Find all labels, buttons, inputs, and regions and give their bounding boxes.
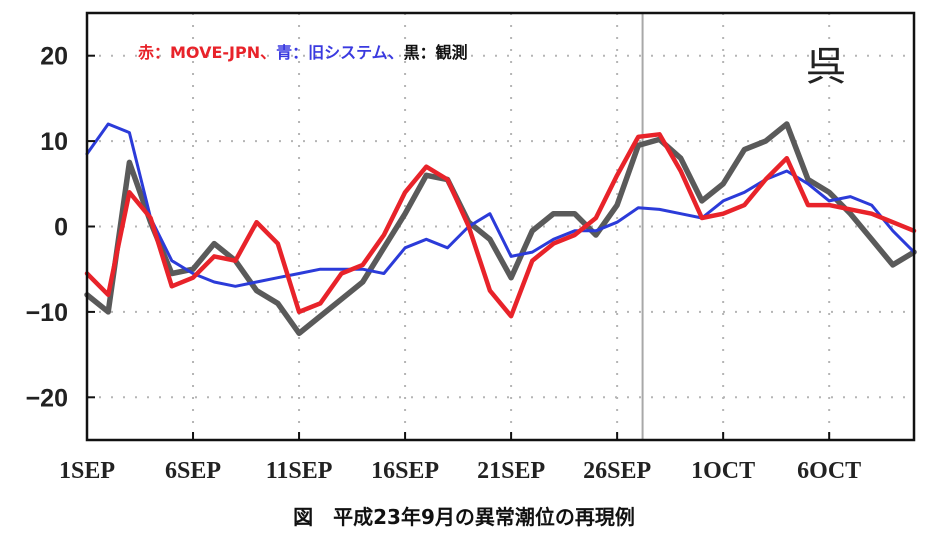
y-tick-labels: 20 10 0 −10 −20 bbox=[26, 43, 95, 412]
x-tick-label: 1OCT bbox=[691, 458, 755, 484]
x-tick-labels: 1SEP 6SEP 11SEP 16SEP 21SEP 26SEP 1OCT 6OCT bbox=[59, 432, 861, 484]
x-tick-label: 6SEP bbox=[165, 458, 221, 484]
legend-entry: 青：旧システム、 bbox=[276, 43, 404, 62]
legend-entry: 赤：MOVE-JPN、 bbox=[138, 43, 276, 62]
plot-frame bbox=[85, 11, 916, 442]
series-line bbox=[84, 121, 917, 337]
grid-lines bbox=[86, 13, 914, 440]
y-tick-label: −20 bbox=[26, 384, 68, 412]
x-tick-label: 26SEP bbox=[583, 458, 651, 484]
y-tick-label: 20 bbox=[40, 43, 68, 71]
y-tick-label: −10 bbox=[26, 299, 68, 327]
figure-caption: 図 平成23年9月の異常潮位の再現例 bbox=[293, 505, 635, 529]
y-tick-label: 10 bbox=[40, 128, 68, 156]
y-tick-label: 0 bbox=[54, 214, 68, 242]
legend-entry: 黒：観測 bbox=[404, 43, 468, 62]
legend-text: 赤：MOVE-JPN、青：旧システム、黒：観測 bbox=[138, 43, 468, 62]
x-tick-label: 6OCT bbox=[797, 458, 861, 484]
x-tick-label: 1SEP bbox=[59, 458, 115, 484]
series-line bbox=[85, 122, 916, 288]
x-tick-label: 11SEP bbox=[266, 458, 333, 484]
x-tick-label: 21SEP bbox=[477, 458, 545, 484]
series-lines bbox=[84, 121, 917, 337]
x-tick-label: 16SEP bbox=[371, 458, 439, 484]
series-line bbox=[84, 132, 917, 319]
station-label: 呉 bbox=[806, 44, 846, 90]
